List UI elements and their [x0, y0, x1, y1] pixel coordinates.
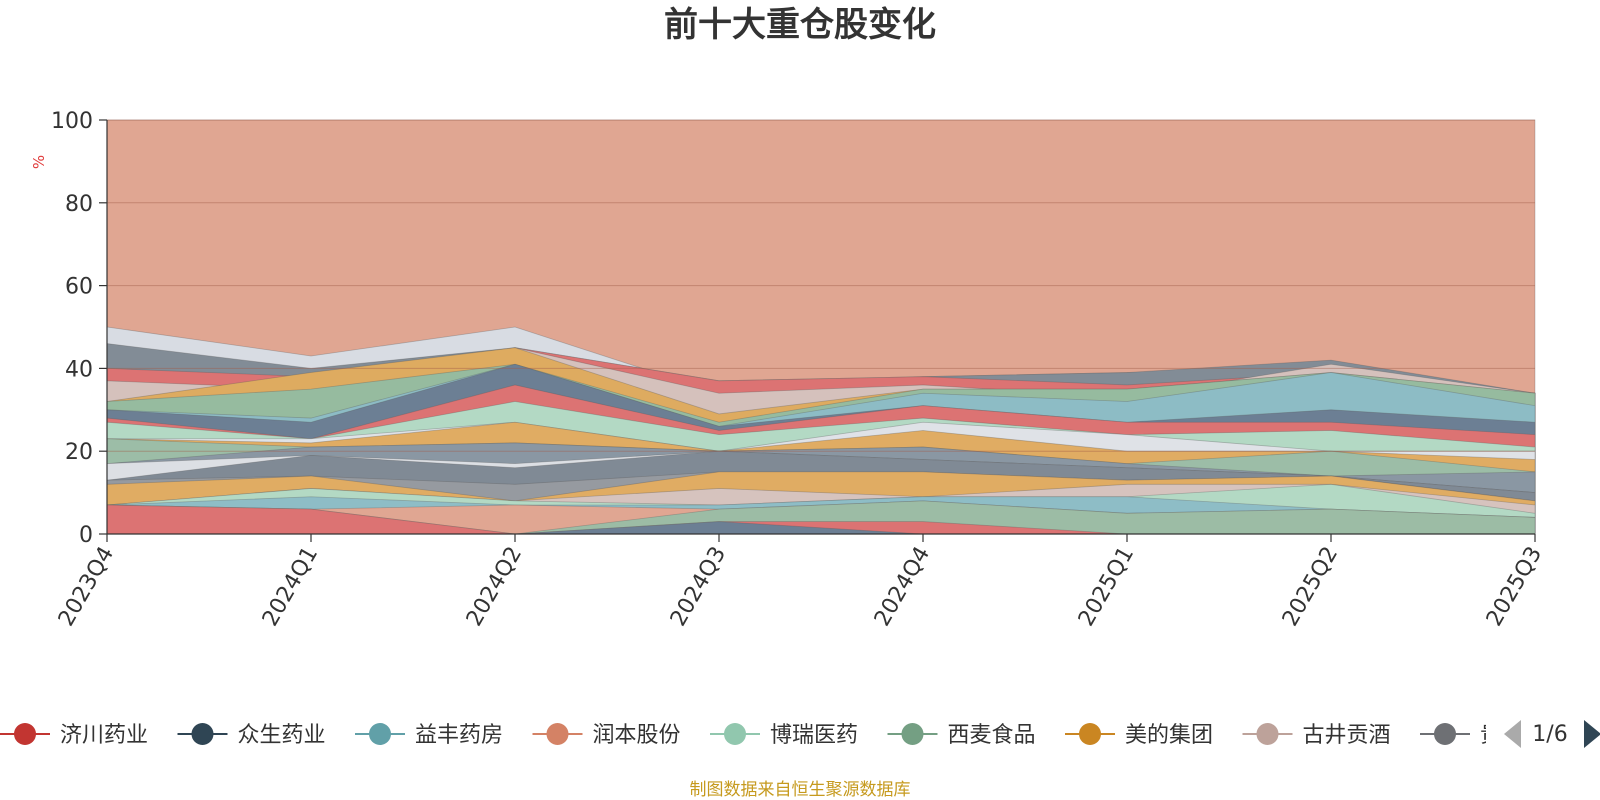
- legend-marker-4: [724, 723, 746, 745]
- y-tick-label-2: 40: [65, 357, 93, 382]
- x-tick-label-6: 2025Q2: [1278, 543, 1343, 631]
- legend-item-0[interactable]: 济川药业: [0, 723, 148, 748]
- legend-label-3: 润本股份: [593, 723, 681, 748]
- legend-label-2: 益丰药房: [415, 723, 503, 748]
- legend-label-8: 贵: [1480, 723, 1502, 748]
- legend-label-5: 西麦食品: [948, 723, 1036, 748]
- legend-marker-1: [191, 723, 214, 745]
- y-tick-label-5: 100: [51, 109, 93, 134]
- legend-item-1[interactable]: 众生药业: [177, 723, 326, 748]
- legend-item-5[interactable]: 西麦食品: [887, 723, 1036, 748]
- legend-marker-3: [546, 723, 569, 745]
- legend-label-4: 博瑞医药: [770, 723, 858, 748]
- y-tick-label-3: 60: [65, 275, 93, 300]
- x-tick-label-1: 2024Q1: [258, 543, 323, 631]
- legend-item-3[interactable]: 润本股份: [532, 723, 681, 748]
- y-tick-label-0: 0: [79, 523, 93, 548]
- y-axis-unit: %: [30, 155, 48, 169]
- x-tick-label-0: 2023Q4: [54, 543, 119, 631]
- legend-item-4[interactable]: 博瑞医药: [710, 723, 858, 748]
- x-tick-label-7: 2025Q3: [1482, 543, 1547, 631]
- x-tick-label-3: 2024Q3: [666, 543, 731, 631]
- footer-source: 制图数据来自恒生聚源数据库: [690, 780, 911, 800]
- chart-title: 前十大重仓股变化: [664, 5, 936, 45]
- grid-lines: [107, 119, 1535, 452]
- x-tick-label-4: 2024Q4: [870, 543, 935, 631]
- y-tick-label-1: 20: [65, 440, 93, 465]
- legend-label-1: 众生药业: [238, 723, 326, 748]
- pager-next-icon[interactable]: [1584, 720, 1600, 748]
- legend-label-0: 济川药业: [60, 723, 148, 748]
- legend-label-6: 美的集团: [1125, 723, 1213, 748]
- x-tick-label-2: 2024Q2: [462, 543, 527, 631]
- legend-item-8[interactable]: 贵: [1420, 723, 1502, 748]
- legend-marker-6: [1079, 723, 1101, 745]
- legend-marker-8: [1434, 723, 1456, 745]
- legend-label-7: 古井贡酒: [1303, 723, 1391, 748]
- legend-marker-0: [14, 723, 36, 745]
- pager-indicator: 1/6: [1532, 722, 1567, 747]
- legend-marker-5: [901, 723, 924, 745]
- legend-item-6[interactable]: 美的集团: [1065, 723, 1213, 748]
- legend-item-7[interactable]: 古井贡酒: [1242, 723, 1391, 748]
- legend: 济川药业 众生药业 益丰药房 润本股份 博瑞医药 西麦食品 美的集团 古井贡酒 贵: [0, 723, 1502, 748]
- area-layers: [106, 119, 1536, 535]
- legend-item-2[interactable]: 益丰药房: [355, 723, 503, 748]
- legend-marker-2: [369, 723, 391, 745]
- y-tick-label-4: 80: [65, 192, 93, 217]
- x-tick-label-5: 2025Q1: [1074, 543, 1139, 631]
- legend-marker-7: [1256, 723, 1279, 745]
- pager-prev-icon[interactable]: [1504, 720, 1521, 748]
- legend-pager: 1/6: [1504, 720, 1600, 748]
